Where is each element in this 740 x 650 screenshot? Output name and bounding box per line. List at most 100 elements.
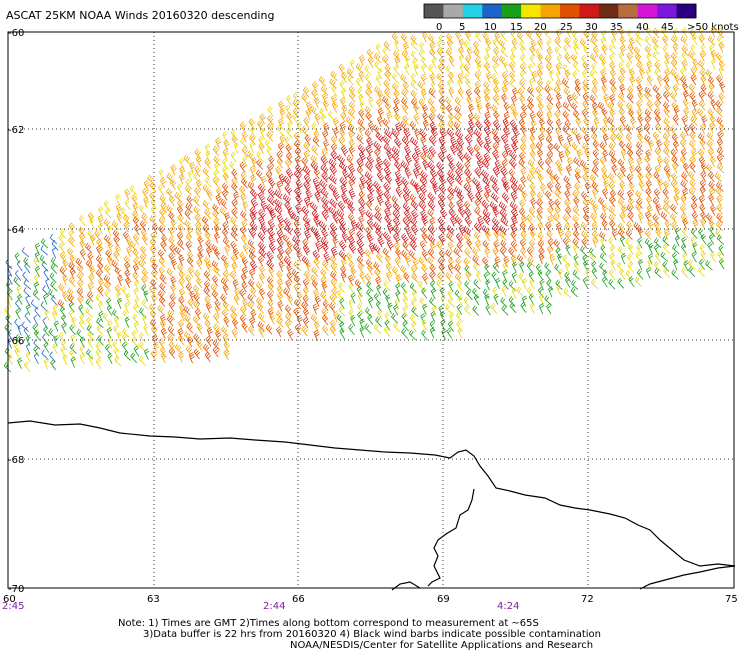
wind-barb: [639, 67, 646, 79]
wind-barb: [402, 295, 409, 308]
wind-barb: [386, 111, 393, 123]
wind-barb: [589, 94, 597, 105]
wind-barb: [212, 145, 220, 157]
wind-barb: [166, 204, 174, 216]
wind-barb: [529, 142, 537, 154]
wind-barb: [149, 238, 157, 250]
wind-barb: [429, 105, 437, 117]
wind-barb: [159, 273, 167, 285]
wind-barb: [318, 220, 327, 231]
wind-barb: [589, 53, 598, 64]
wind-barb: [249, 141, 255, 153]
wind-barb: [68, 222, 76, 234]
wind-barb: [366, 232, 374, 244]
wind-barb: [393, 216, 401, 228]
wind-barb: [248, 227, 257, 239]
wind-barb: [220, 198, 228, 210]
wind-barb: [25, 351, 31, 363]
wind-barb: [475, 151, 483, 164]
wind-barb: [23, 361, 31, 373]
wind-barb: [626, 102, 633, 113]
wind-barb: [293, 169, 302, 181]
wind-barb: [511, 215, 519, 227]
legend-swatch: [424, 4, 444, 18]
wind-barb: [618, 27, 625, 39]
wind-barb: [682, 98, 689, 110]
wind-barb: [468, 103, 475, 115]
wind-barb: [690, 202, 698, 214]
wind-barb: [511, 95, 518, 107]
wind-barb: [214, 232, 221, 244]
wind-barb: [662, 45, 669, 57]
wind-barb: [341, 231, 349, 244]
wind-barb: [367, 56, 374, 68]
wind-barb: [437, 271, 444, 283]
wind-barb: [529, 78, 535, 90]
wind-barb: [178, 351, 185, 363]
wind-barb: [403, 272, 410, 284]
wind-barb: [458, 46, 465, 58]
wind-barb: [161, 234, 168, 246]
wind-barb: [646, 195, 653, 207]
wind-barb: [375, 74, 382, 86]
wind-barb: [166, 187, 174, 199]
wind-barb: [427, 208, 435, 220]
wind-barb: [213, 218, 220, 230]
wind-barb: [258, 288, 266, 300]
wind-barb: [581, 142, 590, 153]
wind-barb: [402, 216, 411, 228]
wind-barb: [267, 187, 276, 199]
wind-barb: [15, 308, 21, 320]
wind-barb: [402, 320, 410, 332]
wind-barb: [249, 126, 256, 138]
wind-barb: [384, 207, 392, 219]
wind-barb: [664, 219, 671, 231]
wind-barb: [138, 355, 147, 366]
wind-barb: [429, 48, 437, 59]
wind-barb: [348, 274, 355, 286]
wind-barb: [201, 215, 209, 227]
wind-barb: [250, 286, 257, 298]
wind-barb: [141, 213, 148, 224]
wind-barb: [454, 186, 463, 197]
wind-barb: [530, 119, 537, 131]
wind-barb: [86, 291, 94, 303]
wind-barb: [138, 332, 146, 343]
lon-label: 63: [147, 594, 160, 605]
wind-barb: [347, 163, 356, 175]
map-title: ASCAT 25KM NOAA Winds 20160320 descendin…: [6, 9, 274, 22]
wind-barb: [521, 214, 528, 226]
wind-barb: [138, 341, 146, 352]
wind-barb: [116, 212, 123, 224]
wind-barb: [562, 110, 570, 122]
legend-label: 0: [436, 22, 442, 33]
legend-swatch: [657, 4, 678, 18]
wind-barb: [519, 152, 526, 164]
wind-barb: [484, 293, 490, 305]
wind-barb: [394, 298, 400, 311]
wind-barb: [356, 285, 363, 298]
wind-barb: [544, 295, 552, 306]
wind-barb: [329, 198, 338, 209]
wind-barb: [304, 221, 312, 233]
wind-barb: [205, 302, 212, 314]
wind-barb: [654, 61, 661, 72]
wind-barb: [231, 261, 238, 274]
wind-barb: [546, 279, 554, 291]
wind-barb: [204, 143, 211, 155]
wind-barb: [674, 235, 681, 247]
wind-barb: [483, 125, 492, 138]
wind-barb: [601, 59, 607, 71]
wind-barb: [474, 70, 481, 82]
wind-barb: [493, 46, 500, 59]
wind-barb: [492, 166, 501, 178]
wind-barb: [637, 172, 644, 184]
wind-barb: [601, 203, 609, 216]
wind-barb: [439, 310, 446, 322]
wind-barb: [619, 67, 626, 79]
wind-barb: [718, 244, 725, 256]
wind-barb: [481, 158, 490, 170]
wind-barb: [275, 166, 282, 178]
wind-barb: [395, 248, 402, 260]
wind-barb: [85, 298, 93, 309]
